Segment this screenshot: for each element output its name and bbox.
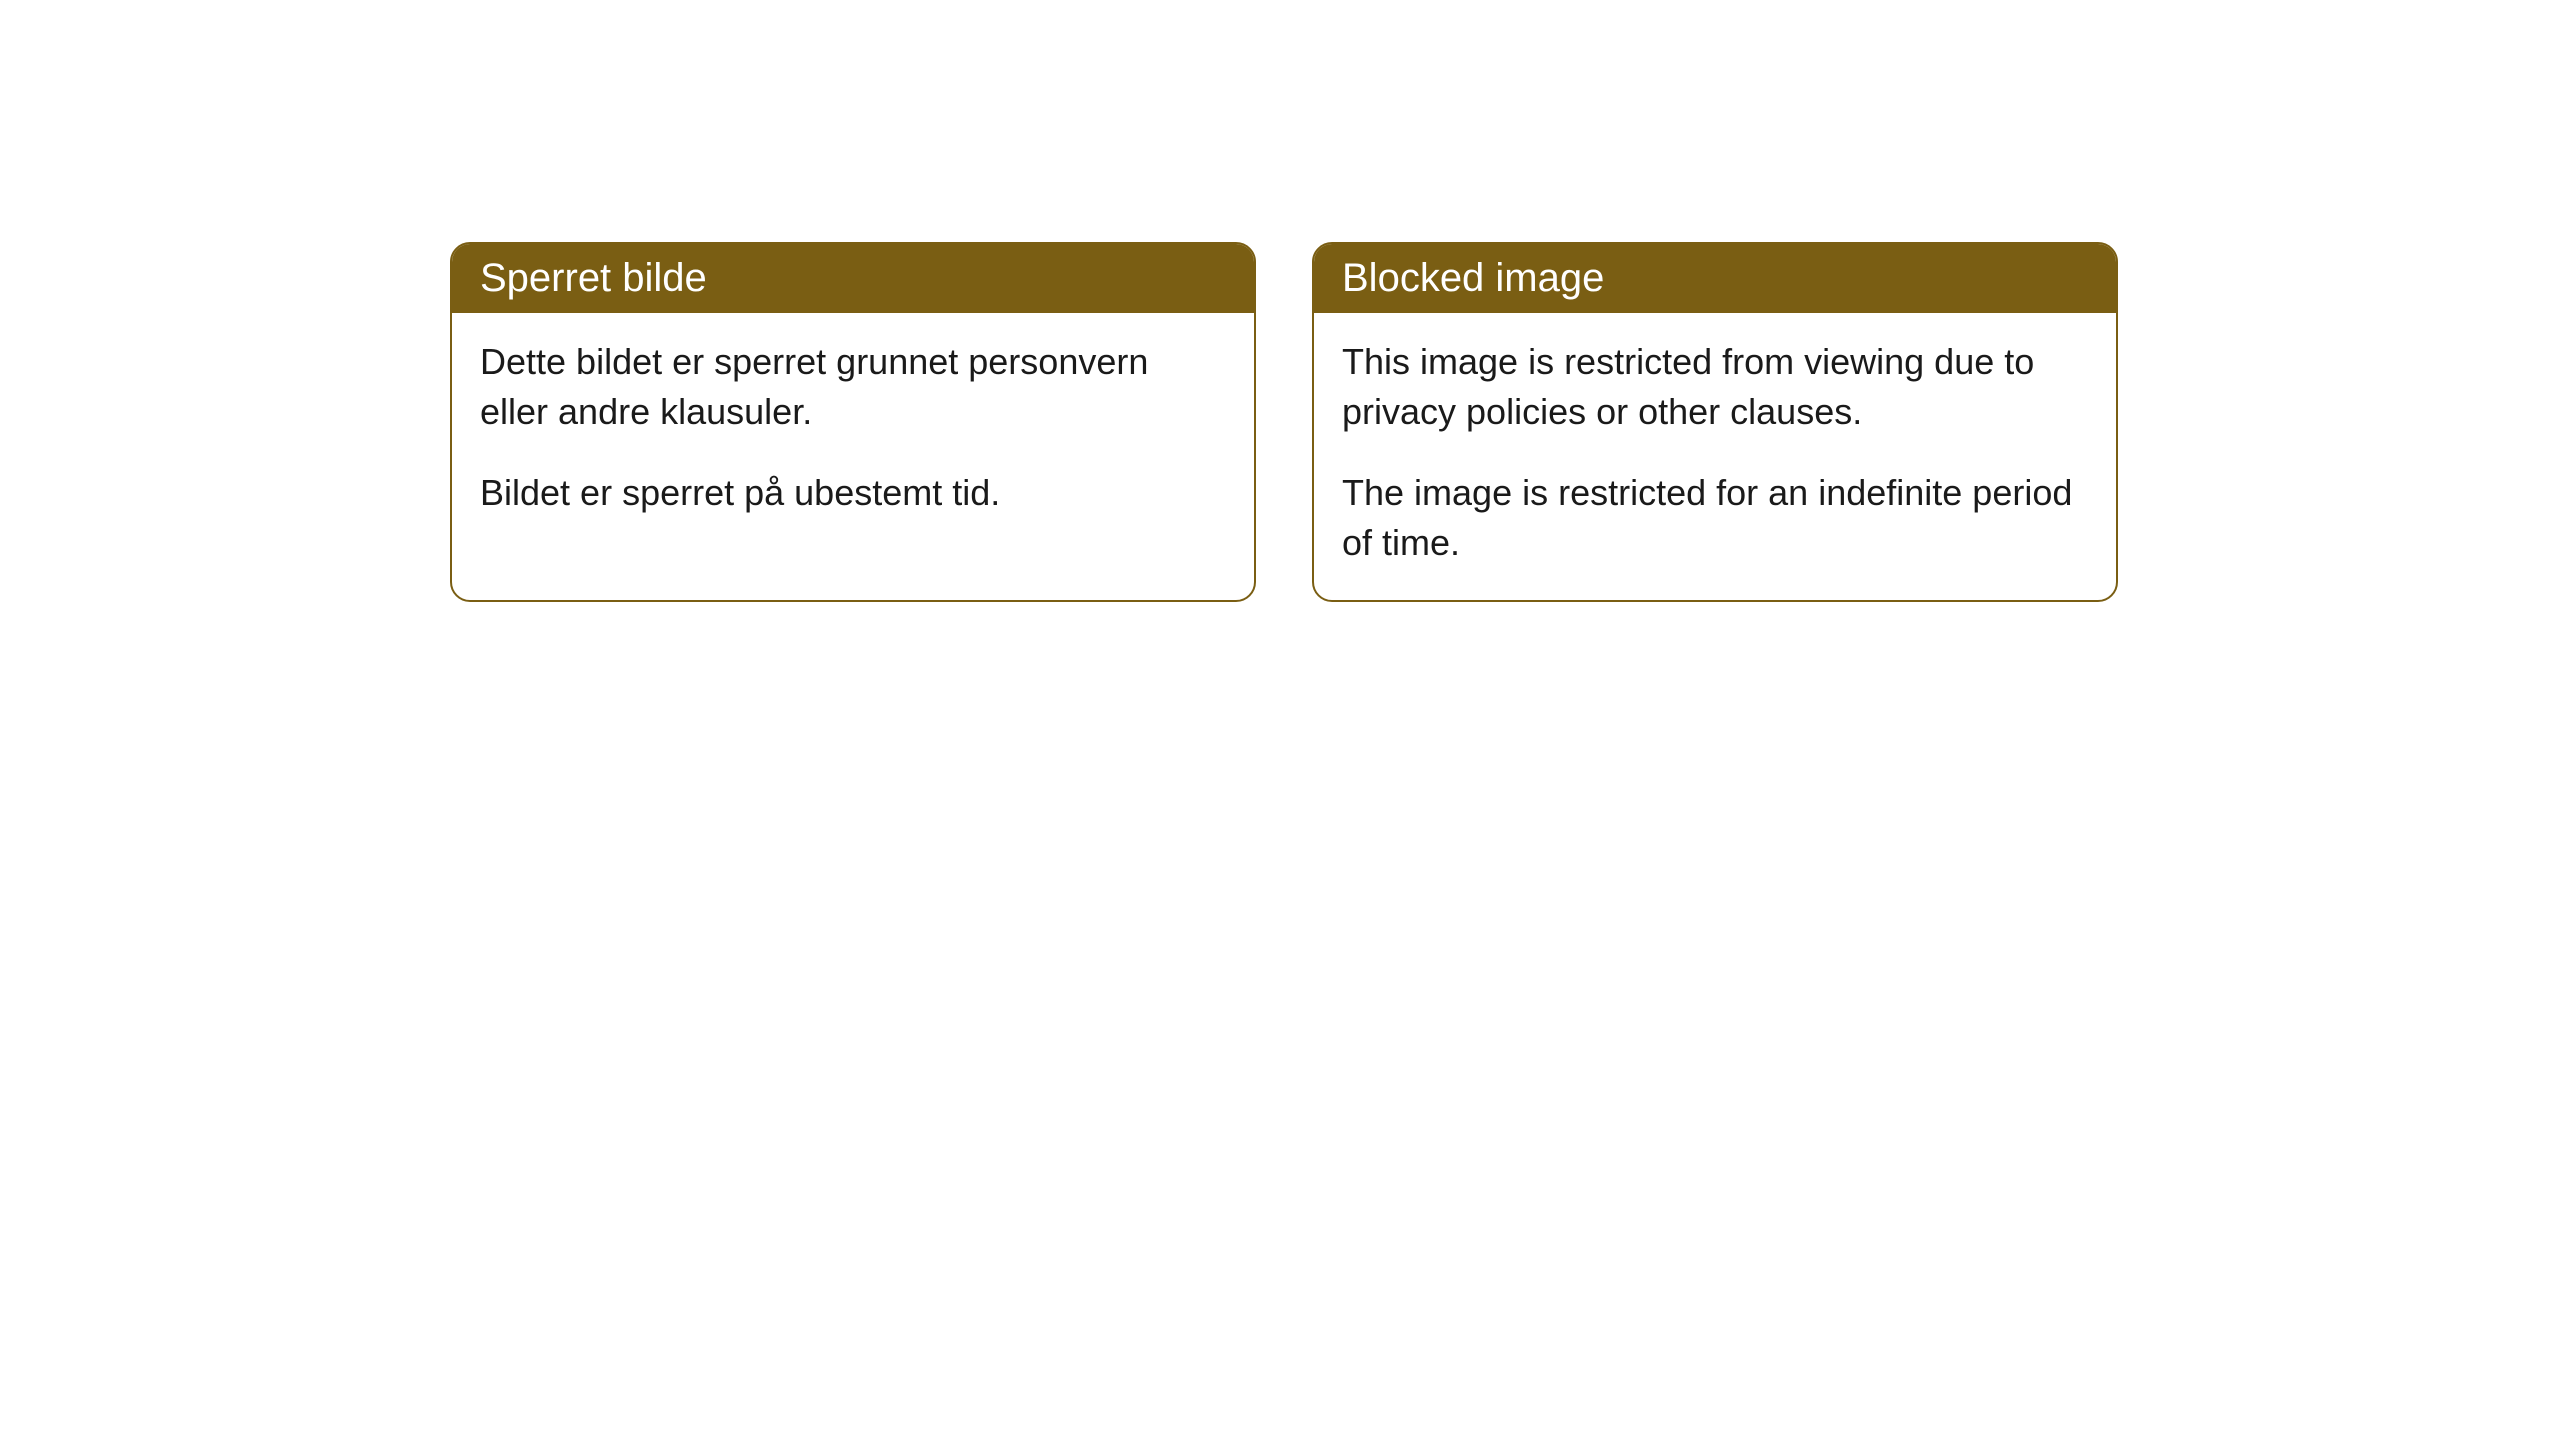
card-header-norwegian: Sperret bilde: [452, 244, 1254, 313]
notice-card-norwegian: Sperret bilde Dette bildet er sperret gr…: [450, 242, 1256, 602]
notice-cards-container: Sperret bilde Dette bildet er sperret gr…: [450, 242, 2118, 602]
card-text-norwegian-1: Dette bildet er sperret grunnet personve…: [480, 337, 1226, 436]
card-title-english: Blocked image: [1342, 256, 1604, 300]
card-text-norwegian-2: Bildet er sperret på ubestemt tid.: [480, 468, 1226, 518]
card-text-english-1: This image is restricted from viewing du…: [1342, 337, 2088, 436]
notice-card-english: Blocked image This image is restricted f…: [1312, 242, 2118, 602]
card-header-english: Blocked image: [1314, 244, 2116, 313]
card-body-norwegian: Dette bildet er sperret grunnet personve…: [452, 313, 1254, 550]
card-title-norwegian: Sperret bilde: [480, 256, 707, 300]
card-text-english-2: The image is restricted for an indefinit…: [1342, 468, 2088, 567]
card-body-english: This image is restricted from viewing du…: [1314, 313, 2116, 600]
